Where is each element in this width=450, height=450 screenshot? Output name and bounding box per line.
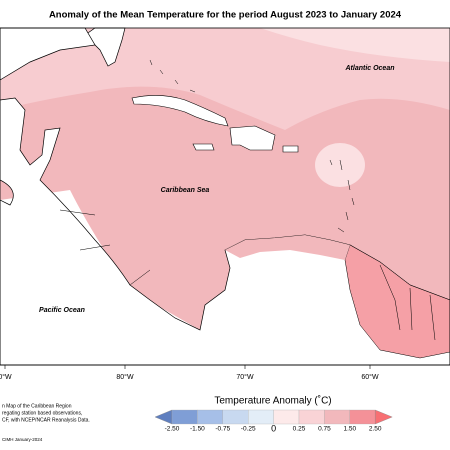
lesser-antilles — [329, 159, 355, 233]
longitude-label: 60°W — [361, 373, 379, 381]
jamaica — [192, 143, 215, 151]
colorbar-tick-label: -2.50 — [165, 426, 180, 433]
sea-label: Caribbean Sea — [161, 187, 210, 194]
colorbar-tick-label: -0.25 — [241, 426, 256, 433]
land-anomaly — [344, 244, 450, 359]
colorbar-arrow — [375, 409, 393, 425]
country-borders — [59, 209, 436, 341]
colorbar-tick-label: 0.75 — [318, 426, 331, 433]
longitude-label: 70°W — [236, 373, 254, 381]
note: n Map of the Caribbean Region — [2, 403, 72, 409]
light-anomaly — [315, 143, 365, 187]
colorbar-segment — [298, 409, 325, 425]
colorbar-tick-label: 0.25 — [293, 426, 306, 433]
hispaniola — [229, 125, 276, 151]
cuba — [131, 95, 229, 127]
map-title: Anomaly of the Mean Temperature for the … — [49, 10, 402, 21]
colorbar-segment — [248, 409, 274, 425]
longitude-labels: 0°W 80°W 70°W 60°W — [0, 365, 379, 381]
ocean-label: Pacific Ocean — [39, 307, 85, 314]
note: CF, with NCEP/NCAR Reanalysis Data. — [2, 417, 90, 423]
colorbar-segment — [273, 409, 300, 425]
colorbar-segment — [222, 409, 249, 425]
note: regating station based observations, — [2, 410, 82, 416]
land-anomaly — [225, 235, 350, 260]
colorbar-tick-label: 2.50 — [369, 426, 382, 433]
colorbar-tick-label: 1.50 — [343, 426, 356, 433]
bahamas — [149, 59, 196, 93]
colorbar-segment — [171, 409, 198, 425]
colorbar-arrow — [154, 409, 173, 425]
colorbar-segment — [349, 409, 376, 425]
colorbar-tick-label: -1.50 — [190, 426, 205, 433]
colorbar-tick-label: -0.75 — [215, 426, 230, 433]
map-area: Atlantic Ocean Caribbean Sea Pacific Oce… — [0, 27, 450, 366]
map-frame — [0, 27, 450, 366]
light-anomaly — [260, 28, 450, 62]
colorbar: -2.50 -1.50 -0.75 -0.25 0 0.25 0.75 1.50 2.50 — [154, 409, 393, 433]
ocean-label: Atlantic Ocean — [344, 65, 394, 72]
colorbar-tick-label: 0 — [271, 423, 276, 433]
colorbar-segment — [324, 409, 350, 425]
longitude-label: 80°W — [116, 373, 134, 381]
colorbar-segment — [197, 409, 223, 425]
longitude-label: 0°W — [0, 373, 12, 381]
colorbar-title: Temperature Anomaly (˚C) — [214, 395, 331, 407]
puerto-rico — [282, 145, 299, 153]
credit: CIMH January-2024 — [2, 437, 43, 442]
